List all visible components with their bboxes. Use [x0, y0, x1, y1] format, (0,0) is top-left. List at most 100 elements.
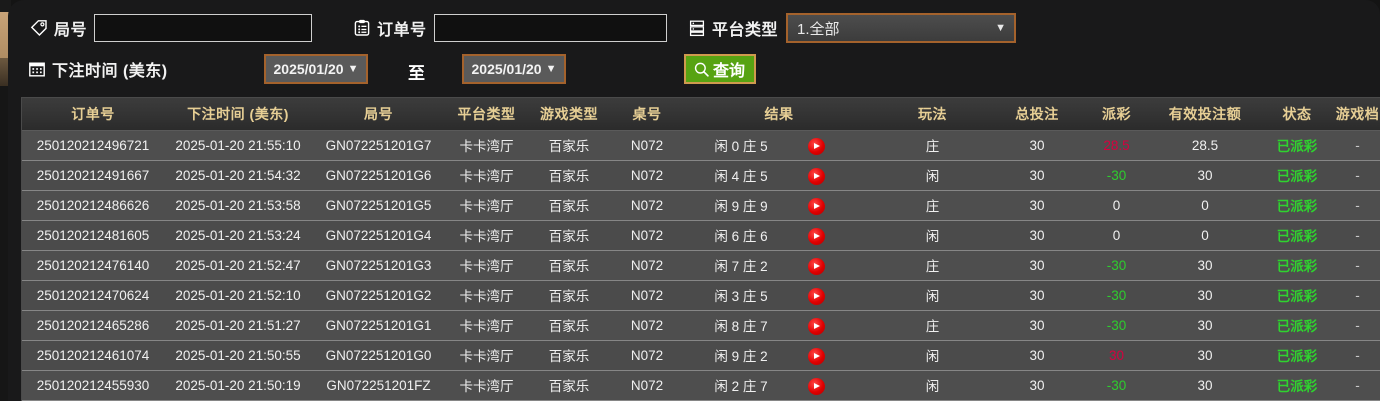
play-icon[interactable] [807, 168, 825, 186]
cell-round-no: GN072251201G3 [312, 250, 445, 281]
table-row[interactable]: 250120212465286 2025-01-20 21:51:27 GN0722… [22, 310, 1380, 341]
cell-total-bet: 30 [991, 370, 1083, 401]
table-row[interactable]: 250120212491667 2025-01-20 21:54:32 GN0722… [22, 160, 1380, 191]
query-button[interactable]: 查询 [684, 54, 757, 84]
platform-type-value: 1.全部 [797, 20, 840, 38]
play-icon[interactable] [807, 138, 825, 156]
play-icon[interactable] [807, 198, 825, 216]
col-valid-bet[interactable]: 有效投注额 [1150, 98, 1260, 131]
cell-game-level: - [1334, 160, 1380, 191]
cell-bet-time: 2025-01-20 21:51:27 [164, 310, 312, 341]
cell-play-type: 庄 [874, 310, 991, 341]
clipboard-icon [353, 19, 371, 37]
replay-button-wrapper [778, 318, 854, 336]
table-row[interactable]: 250120212455930 2025-01-20 21:50:19 GN0722… [22, 370, 1380, 401]
cell-platform: 卡卡湾厅 [445, 130, 528, 161]
table-row[interactable]: 250120212476140 2025-01-20 21:52:47 GN0722… [22, 250, 1380, 281]
cell-round-no: GN072251201G4 [312, 220, 445, 251]
col-bet-time[interactable]: 下注时间 (美东) [164, 98, 312, 131]
field-round-no-label: 局号 [54, 22, 88, 39]
filter-toolbar: 局号 订单号 [8, 0, 1380, 96]
cell-payout: 30 [1083, 340, 1150, 371]
cell-platform: 卡卡湾厅 [445, 250, 528, 281]
col-total-bet[interactable]: 总投注 [991, 98, 1083, 131]
cell-game-level: - [1334, 130, 1380, 161]
cell-valid-bet: 30 [1150, 340, 1260, 371]
cell-table-no: N072 [610, 220, 684, 251]
play-icon[interactable] [807, 378, 825, 396]
table-row[interactable]: 250120212470624 2025-01-20 21:52:10 GN0722… [22, 280, 1380, 311]
table-header-row: 订单号 下注时间 (美东) 局号 平台类型 游戏类型 桌号 结果 玩法 总投注 … [22, 98, 1380, 131]
cell-valid-bet: 30 [1150, 370, 1260, 401]
play-icon[interactable] [807, 258, 825, 276]
cell-status: 已派彩 [1260, 190, 1334, 221]
cell-platform: 卡卡湾厅 [445, 340, 528, 371]
replay-button-wrapper [778, 378, 854, 396]
result-text: 闲 9 庄 2 [714, 348, 768, 364]
col-platform[interactable]: 平台类型 [445, 98, 528, 131]
play-icon[interactable] [807, 288, 825, 306]
cell-bet-time: 2025-01-20 21:55:10 [164, 130, 312, 161]
cell-platform: 卡卡湾厅 [445, 190, 528, 221]
cell-total-bet: 30 [991, 310, 1083, 341]
result-text: 闲 6 庄 6 [714, 228, 768, 244]
cell-table-no: N072 [610, 190, 684, 221]
replay-button-wrapper [778, 258, 854, 276]
field-round-no: 局号 [30, 14, 313, 42]
col-game-level[interactable]: 游戏档 [1334, 98, 1380, 131]
cell-payout: -30 [1083, 160, 1150, 191]
col-result[interactable]: 结果 [684, 98, 874, 131]
play-icon[interactable] [807, 348, 825, 366]
col-order-no[interactable]: 订单号 [22, 98, 164, 131]
field-bet-time: 下注时间 (美东) [28, 55, 168, 83]
to-label: 至 [408, 63, 425, 83]
col-table-no[interactable]: 桌号 [610, 98, 684, 131]
play-icon[interactable] [807, 318, 825, 336]
col-game-type[interactable]: 游戏类型 [528, 98, 610, 131]
col-payout[interactable]: 派彩 [1083, 98, 1150, 131]
result-text: 闲 7 庄 2 [714, 258, 768, 274]
cell-bet-time: 2025-01-20 21:50:55 [164, 340, 312, 371]
table-row[interactable]: 250120212496721 2025-01-20 21:55:10 GN0722… [22, 130, 1380, 161]
cell-payout: 0 [1083, 220, 1150, 251]
cell-status: 已派彩 [1260, 280, 1334, 311]
cell-game-type: 百家乐 [528, 250, 610, 281]
date-from-picker[interactable]: 2025/01/20 ▼ [264, 54, 368, 84]
date-to-picker[interactable]: 2025/01/20 ▼ [462, 54, 566, 84]
cell-payout: -30 [1083, 280, 1150, 311]
cell-game-type: 百家乐 [528, 370, 610, 401]
play-icon[interactable] [807, 228, 825, 246]
cell-game-level: - [1334, 340, 1380, 371]
result-text: 闲 3 庄 5 [714, 288, 768, 304]
cell-valid-bet: 0 [1150, 220, 1260, 251]
platform-type-select[interactable]: 1.全部 ▼ [786, 13, 1017, 43]
cell-status: 已派彩 [1260, 220, 1334, 251]
cell-total-bet: 30 [991, 190, 1083, 221]
cell-play-type: 庄 [874, 250, 991, 281]
table-row[interactable]: 250120212486626 2025-01-20 21:53:58 GN0722… [22, 190, 1380, 221]
cell-round-no: GN072251201G6 [312, 160, 445, 191]
cell-status: 已派彩 [1260, 310, 1334, 341]
cell-table-no: N072 [610, 340, 684, 371]
cell-round-no: GN072251201G0 [312, 340, 445, 371]
result-text: 闲 0 庄 5 [714, 138, 768, 154]
date-from-box[interactable]: 2025/01/20 ▼ [264, 54, 368, 84]
bet-records-table-wrapper[interactable]: 订单号 下注时间 (美东) 局号 平台类型 游戏类型 桌号 结果 玩法 总投注 … [21, 97, 1380, 401]
table-body: 250120212496721 2025-01-20 21:55:10 GN0722… [22, 130, 1380, 401]
cell-platform: 卡卡湾厅 [445, 370, 528, 401]
cell-order-no: 250120212481605 [22, 220, 164, 251]
cell-payout: -30 [1083, 250, 1150, 281]
table-row[interactable]: 250120212481605 2025-01-20 21:53:24 GN0722… [22, 220, 1380, 251]
date-to-box[interactable]: 2025/01/20 ▼ [462, 54, 566, 84]
col-status[interactable]: 状态 [1260, 98, 1334, 131]
cell-platform: 卡卡湾厅 [445, 220, 528, 251]
cell-status: 已派彩 [1260, 250, 1334, 281]
col-round-no[interactable]: 局号 [312, 98, 445, 131]
cell-result: 闲 9 庄 9 [684, 190, 874, 221]
chevron-down-icon: ▼ [995, 21, 1007, 34]
order-no-input[interactable] [433, 14, 667, 42]
cell-total-bet: 30 [991, 130, 1083, 161]
round-no-input[interactable] [94, 14, 313, 42]
table-row[interactable]: 250120212461074 2025-01-20 21:50:55 GN0722… [22, 340, 1380, 371]
col-play-type[interactable]: 玩法 [874, 98, 991, 131]
